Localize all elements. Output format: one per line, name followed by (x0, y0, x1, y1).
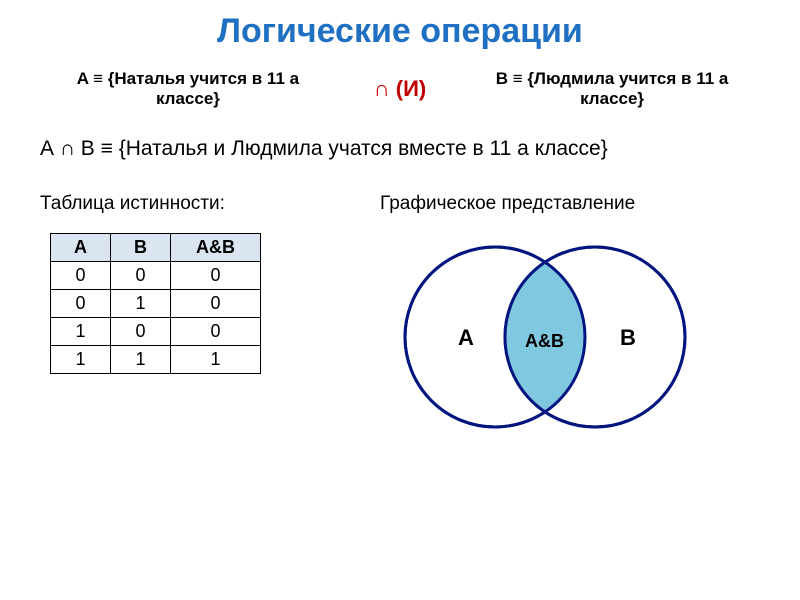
truth-table-section: Таблица истинности: A B A&B 0 0 0 0 1 0 (40, 193, 340, 447)
cell: 1 (111, 346, 171, 374)
cell: 0 (111, 262, 171, 290)
cell: 0 (51, 262, 111, 290)
cell: 1 (51, 318, 111, 346)
th-ab: A&B (171, 234, 261, 262)
venn-svg: A A&B B (380, 227, 710, 447)
venn-label-a: A (458, 325, 474, 350)
table-row: 0 0 0 (51, 262, 261, 290)
cell: 1 (51, 346, 111, 374)
truth-table: A B A&B 0 0 0 0 1 0 1 0 0 (50, 233, 261, 374)
definitions-row: A ≡ {Наталья учится в 11 а классе} ∩ (И)… (0, 69, 800, 109)
th-a: A (51, 234, 111, 262)
venn-label-ab: A&B (525, 331, 564, 351)
definition-b: B ≡ {Людмила учится в 11 а классе} (482, 69, 742, 109)
table-row: 1 1 1 (51, 346, 261, 374)
venn-label-b: B (620, 325, 636, 350)
venn-section: Графическое представление A A&B B (380, 193, 760, 447)
bottom-row: Таблица истинности: A B A&B 0 0 0 0 1 0 (0, 193, 800, 447)
definition-a: A ≡ {Наталья учится в 11 а классе} (58, 69, 318, 109)
combined-statement: А ∩ В ≡ {Наталья и Людмила учатся вместе… (0, 137, 800, 161)
table-row: 0 1 0 (51, 290, 261, 318)
operator-and: ∩ (И) (374, 76, 426, 102)
cell: 1 (111, 290, 171, 318)
truth-table-label: Таблица истинности: (40, 193, 340, 215)
cell: 0 (171, 318, 261, 346)
venn-diagram: A A&B B (380, 227, 700, 447)
table-row: 1 0 0 (51, 318, 261, 346)
venn-label: Графическое представление (380, 193, 760, 215)
cell: 1 (171, 346, 261, 374)
cell: 0 (51, 290, 111, 318)
table-header-row: A B A&B (51, 234, 261, 262)
th-b: B (111, 234, 171, 262)
page-title: Логические операции (0, 0, 800, 51)
cell: 0 (111, 318, 171, 346)
title-text: Логические операции (217, 12, 583, 50)
cell: 0 (171, 262, 261, 290)
cell: 0 (171, 290, 261, 318)
